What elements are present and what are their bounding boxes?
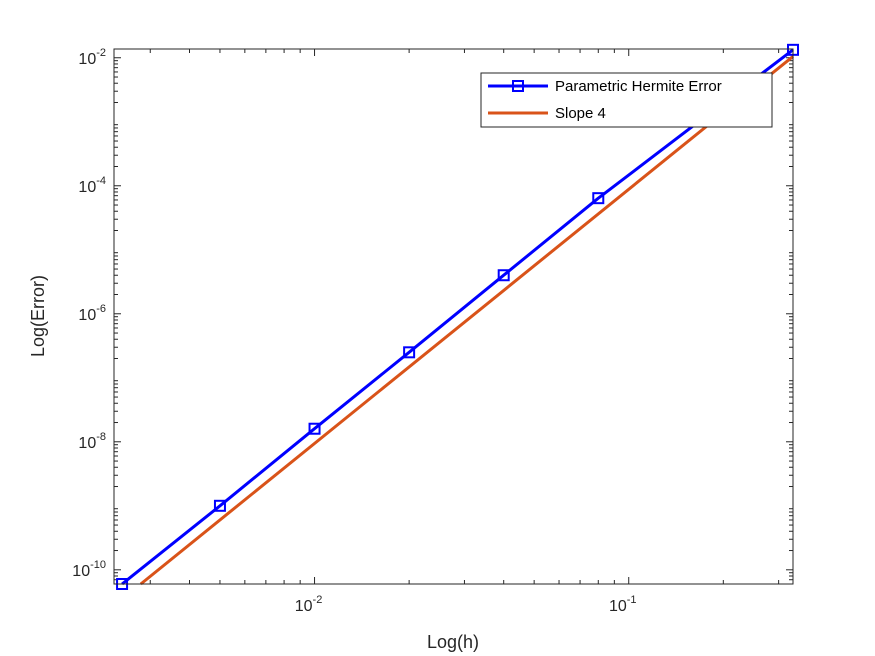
legend: Parametric Hermite Error Slope 4 [480, 72, 773, 128]
data-point-hermite [497, 269, 510, 282]
data-point-hermite [213, 499, 226, 512]
x-axis-label: Log(h) [427, 632, 479, 652]
data-point-hermite [403, 346, 416, 359]
x-tick-label: 10-2 [295, 594, 323, 615]
plot-frame [113, 48, 794, 585]
y-tick-label: 10-4 [78, 175, 106, 196]
data-point-hermite [592, 192, 605, 205]
minor-ticks [114, 49, 793, 584]
y-tick-label: 10-2 [78, 47, 106, 68]
y-tick-label: 10-10 [72, 559, 106, 580]
legend-label-hermite: Parametric Hermite Error [555, 78, 722, 95]
data-point-hermite [308, 422, 321, 435]
series-line-slope-4 [139, 55, 794, 586]
y-tick-label: 10-6 [78, 303, 106, 324]
legend-box [480, 72, 773, 128]
series-line-hermite [121, 48, 794, 586]
x-tick-labels: 10-2 10-1 [295, 594, 637, 615]
legend-label-slope: Slope 4 [555, 105, 606, 122]
legend-marker-hermite [512, 80, 524, 92]
x-tick-label: 10-1 [609, 594, 637, 615]
y-tick-label: 10-8 [78, 431, 106, 452]
y-axis-label: Log(Error) [28, 275, 48, 357]
y-tick-labels: 10-10 10-8 10-6 10-4 10-2 [72, 47, 106, 580]
